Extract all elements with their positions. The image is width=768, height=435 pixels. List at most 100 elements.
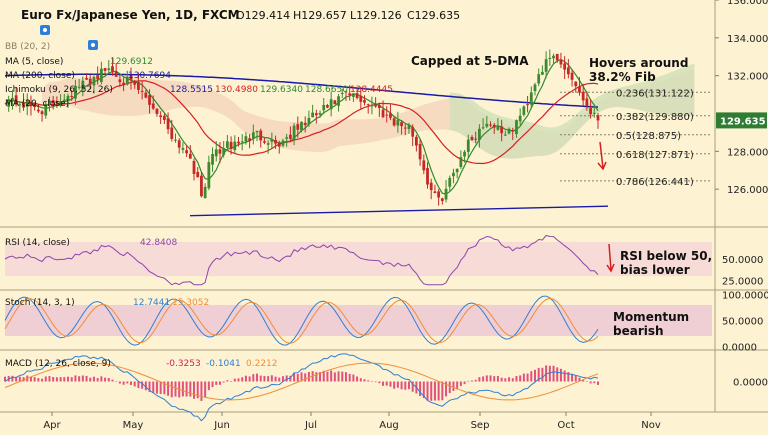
candle-body [29, 101, 33, 107]
candle-body [541, 71, 544, 75]
ichimoku-value-2: 129.6340 [260, 85, 303, 95]
ma-red-line [4, 80, 599, 165]
macd-hist-bar [174, 381, 177, 397]
macd-hist-bar [508, 377, 511, 382]
macd-hist-bar [207, 381, 210, 391]
candle-body [470, 137, 474, 140]
candle-body [188, 153, 192, 159]
candle-body [485, 123, 489, 127]
macd-hist-bar [459, 381, 462, 386]
candle-body [233, 141, 237, 151]
macd-hist-bar [304, 373, 307, 382]
macd-tick-label: 0.0000 [733, 378, 768, 389]
stoch-tick-label: 100.0000 [722, 291, 768, 302]
last-price-label: 129.635 [720, 116, 766, 127]
chart-title: Euro Fx/Japanese Yen, 1D, FXCM [21, 8, 240, 22]
legend-settings-icon[interactable] [40, 25, 98, 50]
macd-hist-bar [571, 373, 574, 382]
candle-body [359, 95, 363, 102]
macd-hist-bar [233, 378, 236, 382]
macd-hist-bar [115, 381, 118, 382]
macd-hist-bar [556, 367, 559, 382]
candle-body [185, 150, 189, 154]
macd-hist-bar [430, 381, 433, 401]
ma200-line [4, 73, 599, 108]
macd-hist-bar [289, 375, 292, 382]
candle-body [196, 171, 200, 178]
ohlc-O: O129.414 [236, 9, 290, 22]
macd-hist-bar [100, 376, 103, 382]
macd-hist-bar [281, 376, 284, 382]
macd-hist-bar [252, 374, 255, 382]
macd-hist-bar [67, 376, 70, 382]
macd-hist-bar [348, 373, 351, 382]
macd-hist-bar [326, 371, 329, 382]
candle-body [407, 124, 411, 130]
candle-body [103, 68, 107, 71]
candle-body [474, 138, 478, 140]
candle-body [437, 191, 441, 198]
macd-hist-bar [170, 381, 173, 398]
candle-body [426, 168, 429, 185]
macd-hist-bar [548, 365, 551, 382]
macd-hist-bar [159, 381, 162, 394]
macd-hist-bar [44, 376, 47, 382]
candle-body [377, 105, 381, 108]
macd-hist-bar [437, 381, 440, 401]
macd-hist-bar [344, 372, 347, 382]
macd-hist-bar [496, 375, 499, 382]
macd-hist-bar [270, 375, 273, 382]
fib-label-3: 0.618(127.871) [616, 150, 694, 161]
price-tick-label: 136.000 [727, 0, 768, 7]
macd-hist-bar [81, 375, 84, 382]
ohlc-C: C129.635 [407, 9, 460, 22]
candle-body [344, 91, 348, 93]
time-tick-label: Jul [304, 420, 317, 431]
ichimoku-value-3: 128.6650 [305, 85, 348, 95]
macd-hist-bar [500, 377, 503, 382]
macd-hist-bar [519, 375, 522, 382]
macd-hist-bar [215, 381, 218, 385]
candle-body [181, 148, 185, 150]
candle-body [14, 95, 18, 105]
candle-body [337, 96, 340, 106]
candle-body [118, 79, 122, 83]
macd-hist-bar [404, 381, 407, 390]
candle-body [125, 76, 129, 85]
macd-hist-bar [204, 381, 207, 398]
candle-body [18, 104, 22, 106]
candle-body [555, 53, 559, 61]
candle-body [203, 186, 207, 199]
macd-hist-bar [70, 377, 73, 382]
macd-hist-bar [563, 370, 566, 382]
candle-body [529, 92, 533, 105]
candle-body [311, 112, 315, 118]
stoch-tick-label: 0.0000 [722, 342, 757, 353]
macd-hist-bar [504, 378, 507, 382]
macd-signal-line [4, 362, 599, 401]
candle-body [455, 168, 459, 173]
macd-hist-bar [515, 376, 518, 382]
candle-body [448, 177, 452, 187]
candle-body [400, 122, 403, 127]
legend-ma200-value: 130.7694 [128, 71, 171, 81]
candle-body [351, 93, 355, 97]
fib-label-0: 0.236(131.122) [616, 88, 694, 99]
annotation-stoch-line2: bearish [613, 324, 664, 338]
macd-hist-bar [315, 372, 318, 382]
macd-hist-bar [407, 381, 410, 390]
macd-hist-bar [122, 381, 125, 385]
candle-body [66, 95, 70, 101]
macd-hist-bar [445, 381, 448, 397]
candle-body [340, 92, 344, 94]
candle-body [99, 68, 103, 82]
macd-hist-bar [141, 381, 144, 389]
macd-hist-bar [489, 375, 492, 382]
stoch-d-value: 15.3052 [172, 298, 209, 308]
candle-body [263, 141, 266, 143]
macd-hist-bar [467, 380, 470, 382]
macd-hist-bar [389, 381, 392, 387]
macd-hist-bar [541, 367, 544, 382]
candle-body [411, 127, 415, 137]
